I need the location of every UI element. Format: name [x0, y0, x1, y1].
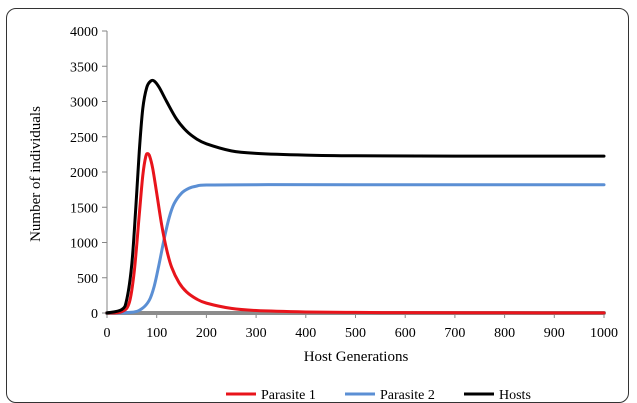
y-tick-label: 1000: [70, 237, 98, 252]
chart-frame: [6, 8, 629, 403]
x-tick-label: 800: [494, 326, 515, 341]
y-tick-label: 4000: [70, 25, 98, 40]
y-tick-label: 0: [91, 307, 98, 322]
x-tick-label: 600: [395, 326, 416, 341]
y-tick-label: 1500: [70, 201, 98, 216]
y-tick-label: 3500: [70, 60, 98, 75]
legend-label: Parasite 1: [261, 388, 316, 403]
x-tick-label: 700: [444, 326, 465, 341]
legend-label: Parasite 2: [380, 388, 435, 403]
legend: Parasite 1 Parasite 2 Hosts: [226, 388, 531, 403]
y-tick-label: 2500: [70, 131, 98, 146]
series-line-hosts: [105, 78, 606, 315]
x-tick-label: 200: [196, 326, 217, 341]
x-tick-label: 500: [345, 326, 366, 341]
axes: [102, 30, 605, 318]
x-axis-title: Host Generations: [304, 349, 409, 365]
y-tick-label: 500: [77, 272, 98, 287]
series-line-parasite-2: [105, 183, 606, 315]
x-tick-label: 300: [246, 326, 267, 341]
tick-labels: 0 500 1000 1500 2000 2500 3000 3500 4000 0 100 200 3…: [70, 25, 618, 341]
x-tick-label: 1000: [590, 326, 618, 341]
x-tick-label: 100: [146, 326, 167, 341]
x-tick-label: 900: [544, 326, 565, 341]
x-tick-label: 0: [104, 326, 111, 341]
legend-label: Hosts: [499, 388, 531, 403]
x-tick-label: 400: [295, 326, 316, 341]
y-axis-title: Number of individuals: [28, 106, 44, 242]
y-tick-label: 2000: [70, 166, 98, 181]
series-layer: [105, 78, 606, 315]
y-tick-label: 3000: [70, 96, 98, 111]
series-line-parasite-1: [105, 152, 606, 315]
